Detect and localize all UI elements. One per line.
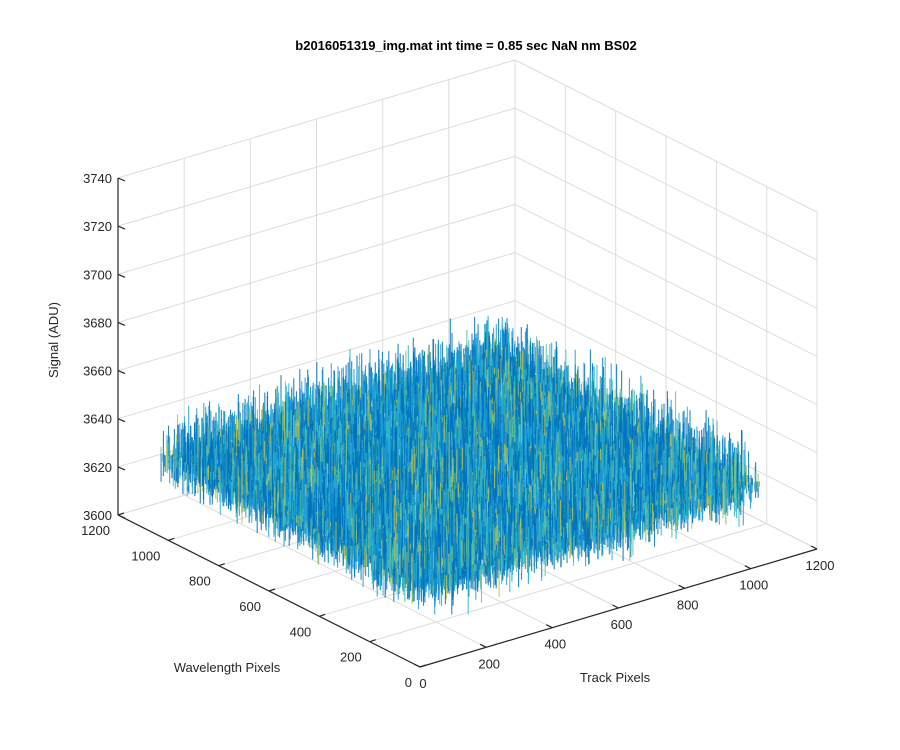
tick-labels: 0 200 400 600 800 1000 1200 0 200 400 600 800 1000 12… <box>81 171 834 691</box>
x-tick-mark <box>744 565 752 570</box>
backwall-y-gridline-horizontal <box>514 107 818 261</box>
x-tick-label: 200 <box>478 656 500 671</box>
x-axis-label: Track Pixels <box>580 670 651 685</box>
backwall-y-gridline-horizontal <box>514 203 818 357</box>
surface-strip <box>406 551 413 604</box>
backwall-y-gridline-horizontal <box>514 155 818 309</box>
y-tick-label: 0 <box>405 675 412 690</box>
y-tick-mark <box>369 639 376 643</box>
z-tick-label: 3720 <box>83 219 112 234</box>
backwall-x-gridline-horizontal <box>117 155 516 275</box>
z-tick-mark <box>117 225 126 230</box>
y-axis-label: Wavelength Pixels <box>174 660 281 675</box>
x-tick-label: 400 <box>544 637 566 652</box>
backwall-x-gridline-horizontal <box>117 203 516 323</box>
y-tick-mark <box>218 563 225 567</box>
y-tick-label: 400 <box>290 624 312 639</box>
y-tick-label: 800 <box>189 574 211 589</box>
backwall-y-gridline-horizontal <box>514 252 818 406</box>
x-tick-mark <box>612 604 619 609</box>
chart-title: b2016051319_img.mat int time = 0.85 sec … <box>295 38 636 53</box>
z-tick-label: 3740 <box>83 171 112 186</box>
x-tick-mark <box>479 643 487 648</box>
y-tick-label: 600 <box>239 599 261 614</box>
backwall-x-gridline-horizontal <box>117 252 516 372</box>
y-tick-mark <box>117 512 125 516</box>
y-tick-mark <box>168 537 175 541</box>
backwall-x-gridline-horizontal <box>117 59 516 179</box>
z-tick-label: 3680 <box>83 315 112 330</box>
z-tick-label: 3600 <box>83 508 112 523</box>
z-tick-label: 3640 <box>83 412 112 427</box>
z-tick-mark <box>117 321 126 326</box>
x-tick-label: 1000 <box>739 578 768 593</box>
y-tick-label: 1200 <box>81 523 110 538</box>
y-tick-label: 1000 <box>131 548 160 563</box>
x-tick-mark <box>546 624 553 629</box>
x-tick-label: 1200 <box>806 558 835 573</box>
y-tick-mark <box>268 588 276 592</box>
z-tick-mark <box>117 466 126 471</box>
backwall-x-gridline-horizontal <box>117 107 516 227</box>
y-tick-label: 200 <box>340 650 362 665</box>
x-tick-mark <box>810 545 818 550</box>
z-tick-mark <box>117 177 126 182</box>
x-tick-label: 0 <box>419 676 426 691</box>
z-tick-mark <box>117 370 126 375</box>
z-tick-mark <box>117 273 126 278</box>
x-tick-mark <box>678 584 685 589</box>
z-tick-mark <box>117 514 126 519</box>
y-tick-mark <box>419 664 427 668</box>
backwall-y-gridline-horizontal <box>514 59 818 213</box>
z-axis-label: Signal (ADU) <box>46 302 61 378</box>
surface-strip <box>414 560 430 598</box>
floor-gridline-y <box>369 523 767 643</box>
axes-lines <box>117 177 818 668</box>
x-tick-mark <box>413 663 421 668</box>
z-tick-label: 3620 <box>83 460 112 475</box>
backwall-y-gridline-horizontal <box>514 300 818 454</box>
surface-strip <box>416 543 425 602</box>
z-tick-mark <box>117 418 126 423</box>
surface-plot <box>160 316 760 615</box>
x-tick-label: 600 <box>611 617 633 632</box>
x-tick-label: 800 <box>677 597 699 612</box>
z-tick-label: 3660 <box>83 364 112 379</box>
backwall-x-gridline-horizontal <box>117 300 516 420</box>
z-tick-label: 3700 <box>83 267 112 282</box>
y-tick-mark <box>319 613 326 617</box>
